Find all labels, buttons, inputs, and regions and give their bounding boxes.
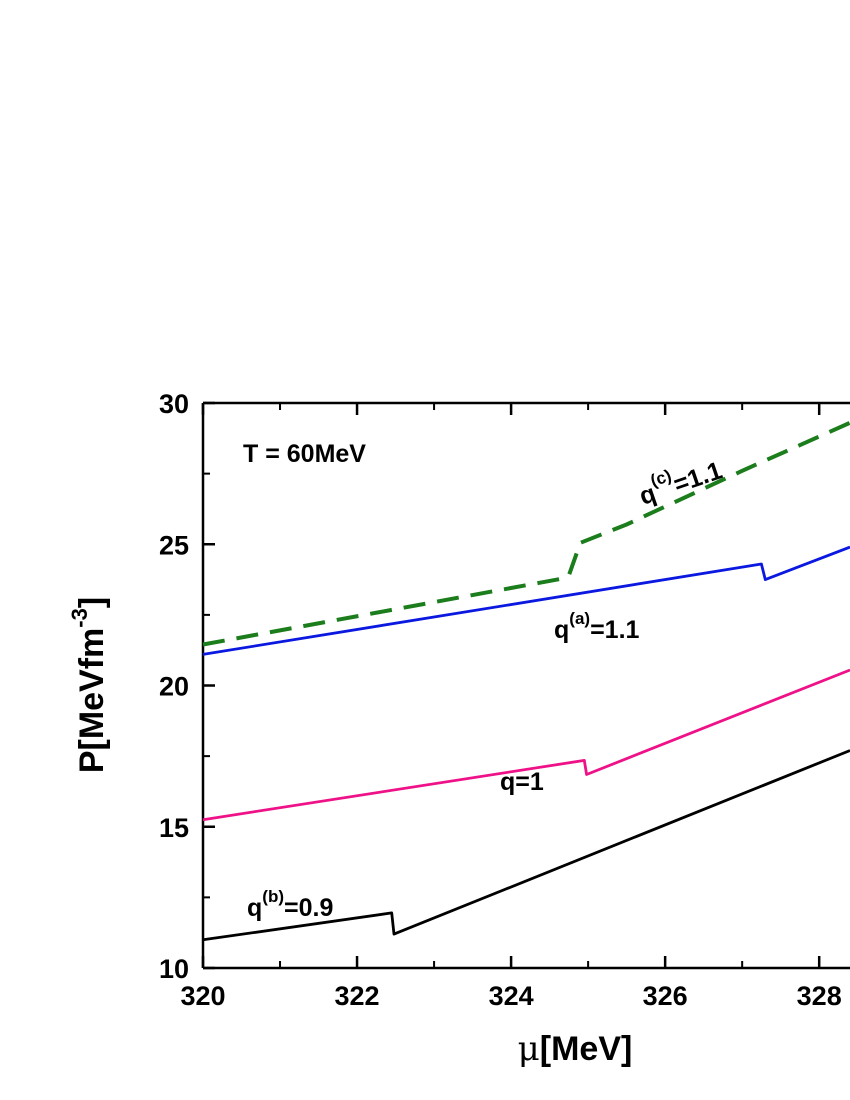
x-axis-title: μ[MeV] (518, 1029, 633, 1069)
label-q-1: q=1 (500, 768, 544, 796)
series-group (202, 420, 850, 942)
y-tick-label: 15 (159, 813, 189, 843)
series-line-q-a (202, 545, 850, 656)
y-tick-label: 20 (159, 672, 189, 702)
series-line-q-c (202, 420, 850, 647)
axes: 320 322 324 326 328 10 15 20 25 30 μ[MeV] P[MeVfm-3… (67, 389, 850, 1069)
series-line-q-1 (202, 668, 850, 822)
y-tick-label: 25 (159, 530, 189, 560)
y-tick-label: 10 (159, 954, 189, 984)
label-q-a: q(a)=1.1 (554, 609, 640, 644)
x-tick-label: 320 (180, 981, 225, 1011)
y-axis-title: P[MeVfm-3] (67, 597, 111, 773)
series-line-q-b (202, 749, 850, 942)
x-tick-label: 324 (489, 981, 534, 1011)
label-q-b: q(b)=0.9 (247, 887, 333, 922)
y-tick-label: 30 (159, 389, 189, 419)
x-tick-label: 328 (797, 981, 842, 1011)
x-tick-label: 322 (335, 981, 380, 1011)
temperature-annotation: T = 60MeV (243, 440, 366, 468)
x-tick-label: 326 (643, 981, 688, 1011)
